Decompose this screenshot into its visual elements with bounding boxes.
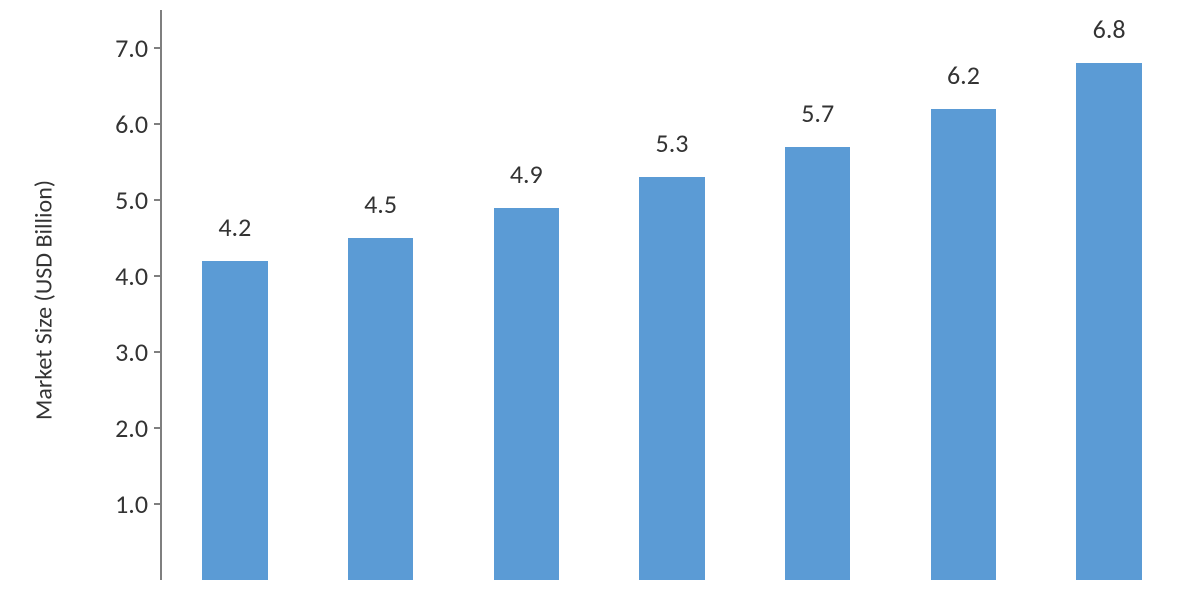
y-tick-label: 3.0 xyxy=(115,336,148,368)
bar: 4.2 xyxy=(202,261,268,580)
bar: 5.7 xyxy=(785,147,851,580)
y-tick-mark xyxy=(154,275,162,277)
chart-container: Market Size (USD Billion) 1.0 2.0 3.0 4.0 5.… xyxy=(0,0,1200,600)
y-tick-mark xyxy=(154,427,162,429)
bar-value-label: 5.3 xyxy=(656,127,689,159)
bar-value-label: 4.9 xyxy=(510,158,543,190)
bar-value-label: 6.2 xyxy=(947,59,980,91)
y-tick-label: 6.0 xyxy=(115,108,148,140)
bar: 5.3 xyxy=(639,177,705,580)
bar-value-label: 4.2 xyxy=(218,211,251,243)
y-tick-mark xyxy=(154,199,162,201)
y-tick-label: 5.0 xyxy=(115,184,148,216)
y-tick-label: 4.0 xyxy=(115,260,148,292)
y-tick-label: 7.0 xyxy=(115,32,148,64)
y-tick-label: 2.0 xyxy=(115,412,148,444)
bar: 4.9 xyxy=(494,208,560,580)
y-tick-label: 1.0 xyxy=(115,488,148,520)
y-tick-mark xyxy=(154,503,162,505)
bar: 6.2 xyxy=(931,109,997,580)
bar-value-label: 4.5 xyxy=(364,188,397,220)
bar: 4.5 xyxy=(348,238,414,580)
bar-value-label: 6.8 xyxy=(1093,13,1126,45)
bar-value-label: 5.7 xyxy=(801,97,834,129)
y-tick-mark xyxy=(154,351,162,353)
bar: 6.8 xyxy=(1076,63,1142,580)
plot-area: 1.02.03.04.05.06.07.04.24.54.95.35.76.26… xyxy=(160,10,1182,580)
y-axis-title: Market Size (USD Billion) xyxy=(30,180,59,420)
y-tick-mark xyxy=(154,123,162,125)
y-tick-mark xyxy=(154,47,162,49)
